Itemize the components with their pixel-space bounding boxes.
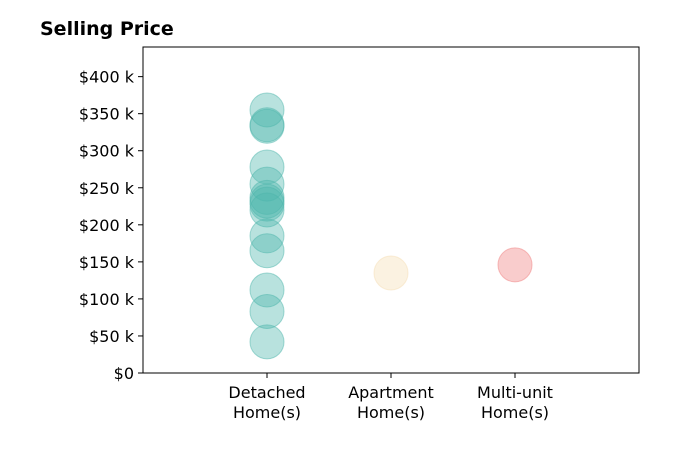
data-point	[373, 255, 409, 291]
data-points	[249, 92, 533, 360]
data-point	[249, 294, 285, 330]
y-tick-label: $50 k	[89, 327, 135, 346]
x-axis: DetachedHome(s)ApartmentHome(s)Multi-uni…	[228, 373, 553, 422]
y-tick-label: $250 k	[79, 179, 135, 198]
data-point	[249, 272, 285, 308]
x-tick-label: Detached	[228, 383, 305, 402]
x-tick-label: Home(s)	[357, 403, 425, 422]
data-point	[249, 324, 285, 360]
y-tick-label: $400 k	[79, 68, 135, 87]
y-tick-label: $150 k	[79, 253, 135, 272]
x-tick-label: Home(s)	[233, 403, 301, 422]
x-tick-label: Home(s)	[481, 403, 549, 422]
data-point	[249, 92, 285, 128]
data-point	[497, 247, 533, 283]
data-point	[249, 218, 285, 254]
y-tick-label: $100 k	[79, 290, 135, 309]
y-tick-label: $300 k	[79, 142, 135, 161]
y-tick-label: $0	[114, 364, 134, 383]
x-tick-label: Multi-unit	[477, 383, 553, 402]
y-tick-label: $350 k	[79, 105, 135, 124]
y-tick-label: $200 k	[79, 216, 135, 235]
plot-area-frame	[142, 46, 640, 374]
data-point	[249, 108, 285, 144]
chart-title: Selling Price	[40, 18, 174, 40]
x-tick-label: Apartment	[348, 383, 434, 402]
data-point	[249, 233, 285, 269]
data-point	[249, 192, 285, 228]
y-axis: $0 $50 k $100 k $150 k $200 k $250 k $300 k $35…	[79, 68, 143, 383]
